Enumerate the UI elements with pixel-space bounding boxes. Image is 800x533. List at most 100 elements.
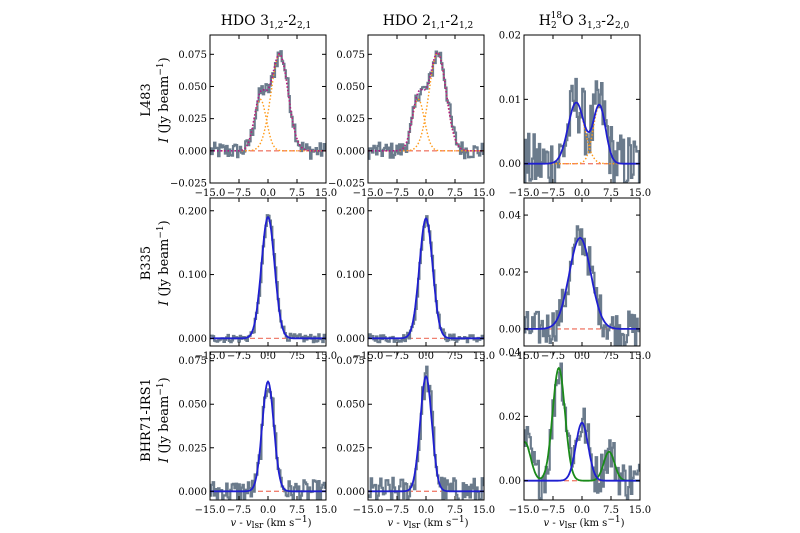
observed-spectrum xyxy=(368,365,484,500)
observed-spectrum xyxy=(368,50,484,160)
total-fit xyxy=(368,217,484,340)
ytick-label: 0.075 xyxy=(178,356,207,367)
ytick-label: 0.00 xyxy=(499,159,521,170)
ytick-label: 0.050 xyxy=(178,82,207,93)
xtick-label: −7.5 xyxy=(227,351,251,362)
observed-spectrum xyxy=(210,388,326,500)
ytick-label: 0.100 xyxy=(178,270,207,281)
fit-component-1 xyxy=(210,53,326,152)
total-fit xyxy=(210,53,326,152)
ytick-label: 0.02 xyxy=(499,268,521,279)
svg-text:BHR71-IRS1: BHR71-IRS1 xyxy=(139,378,154,462)
xlabel-col2: v - vlsr (km s−1) xyxy=(388,515,469,531)
xtick-label: 0.0 xyxy=(418,505,434,516)
xtick-label: −7.5 xyxy=(541,505,565,516)
xtick-label: 7.5 xyxy=(289,188,305,199)
xtick-label: −7.5 xyxy=(385,188,409,199)
panel-L483-H218O: 0.00 0.01 0.02 −15.0 −7.5 0.0 7.5 15.0 xyxy=(499,31,651,200)
ytick-label: 0.00 xyxy=(499,324,521,335)
ytick-label: 0.025 xyxy=(178,114,207,125)
xtick-label: −15.0 xyxy=(195,188,226,199)
svg-text:B335: B335 xyxy=(139,246,154,280)
observed-spectrum xyxy=(368,215,484,344)
xtick-label: 7.5 xyxy=(447,188,463,199)
panel-L483-HDO312: 0.000 0.025 0.050 0.075 −0.025−15.0 −7.5 0.0 7.… xyxy=(170,34,337,199)
xtick-label: −7.5 xyxy=(385,505,409,516)
ytick-label: 0.050 xyxy=(336,82,365,93)
xtick-label: 0.0 xyxy=(260,505,276,516)
xtick-label: 0.0 xyxy=(418,188,434,199)
ytick-label: 0.000 xyxy=(336,487,365,498)
panel-B335-H218O: 0.000.020.04−15.0 −7.5 0.0 7.5 15.0 xyxy=(499,197,651,362)
ytick-label: 0.01 xyxy=(499,95,521,106)
xtick-label: −15.0 xyxy=(353,505,384,516)
ytick-label: 0.00 xyxy=(499,476,521,487)
total-fit xyxy=(524,421,640,482)
fit-component-0 xyxy=(368,98,484,152)
plot-area xyxy=(210,380,326,500)
xtick-label: 7.5 xyxy=(603,188,619,199)
axes-frame xyxy=(209,351,327,501)
total-fit xyxy=(210,380,326,493)
observed-spectrum xyxy=(524,225,640,346)
svg-text:I (Jy beam−1): I (Jy beam−1) xyxy=(156,57,172,144)
xtick-label: 0.0 xyxy=(260,188,276,199)
xtick-label: 15.0 xyxy=(473,188,495,199)
svg-text:I (Jy beam−1): I (Jy beam−1) xyxy=(156,377,172,464)
axes-frame xyxy=(209,197,327,347)
fit-component-1 xyxy=(368,52,484,152)
ytick-label: 0.04 xyxy=(499,348,521,359)
row-label-l483: L483 I (Jy beam−1) xyxy=(139,57,172,144)
observed-spectrum xyxy=(210,50,326,160)
plot-area xyxy=(524,362,640,500)
plot-area xyxy=(368,215,484,344)
ytick-label: 0.02 xyxy=(499,31,521,42)
xtick-label: 0.0 xyxy=(574,188,590,199)
plot-area xyxy=(524,77,640,183)
xtick-label: −7.5 xyxy=(227,188,251,199)
xtick-label: −7.5 xyxy=(385,351,409,362)
total-fit xyxy=(368,374,484,493)
row-label-bhr71: BHR71-IRS1 I (Jy beam−1) xyxy=(139,377,172,464)
ytick-label: −0.025 xyxy=(328,179,365,190)
xlabel-col1: v - vlsr (km s−1) xyxy=(231,515,312,531)
total-fit xyxy=(210,215,326,340)
fit-component-0 xyxy=(210,98,326,152)
xtick-label: 15.0 xyxy=(473,505,495,516)
panel-L483-HDO211: 0.000 0.025 0.050 0.075 −0.025−15.0 −7.5 0.0 7.… xyxy=(328,34,495,199)
xtick-label: 0.0 xyxy=(260,351,276,362)
panel-BHR71-H218O: 0.00 0.02 0.04 −15.0 −7.5 0.0 7.5 15.0 xyxy=(499,348,651,517)
ytick-label: 0.02 xyxy=(499,412,521,423)
xtick-label: −15.0 xyxy=(509,505,540,516)
ytick-label: 0.000 xyxy=(178,146,207,157)
xtick-label: −15.0 xyxy=(195,505,226,516)
svg-text:L483: L483 xyxy=(139,83,154,116)
xtick-label: 7.5 xyxy=(289,351,305,362)
column-title-hdo-312: HDO 31,2-22,1 xyxy=(221,13,312,31)
plot-area xyxy=(210,214,326,344)
observed-spectrum xyxy=(524,77,640,183)
xtick-label: 7.5 xyxy=(289,505,305,516)
ytick-label: 0.025 xyxy=(178,443,207,454)
xtick-label: −15.0 xyxy=(353,188,384,199)
xtick-label: −15.0 xyxy=(509,188,540,199)
alternate-fit xyxy=(524,366,640,482)
ytick-label: 0.000 xyxy=(178,334,207,345)
ytick-label: 0.04 xyxy=(499,211,521,222)
column-title-h218o: H218O 31,3-22,0 xyxy=(539,11,630,31)
ytick-label: 0.050 xyxy=(336,400,365,411)
plot-area xyxy=(210,50,326,160)
observed-spectrum xyxy=(210,214,326,344)
xtick-label: 15.0 xyxy=(629,505,651,516)
xtick-label: 7.5 xyxy=(603,505,619,516)
ytick-label: 0.050 xyxy=(178,400,207,411)
plot-area xyxy=(524,225,640,346)
column-title-hdo-211: HDO 21,1-21,2 xyxy=(383,13,474,31)
xtick-label: 0.0 xyxy=(574,505,590,516)
xtick-label: 7.5 xyxy=(447,351,463,362)
row-label-b335: B335 I (Jy beam−1) xyxy=(139,220,172,307)
total-fit xyxy=(368,51,484,152)
